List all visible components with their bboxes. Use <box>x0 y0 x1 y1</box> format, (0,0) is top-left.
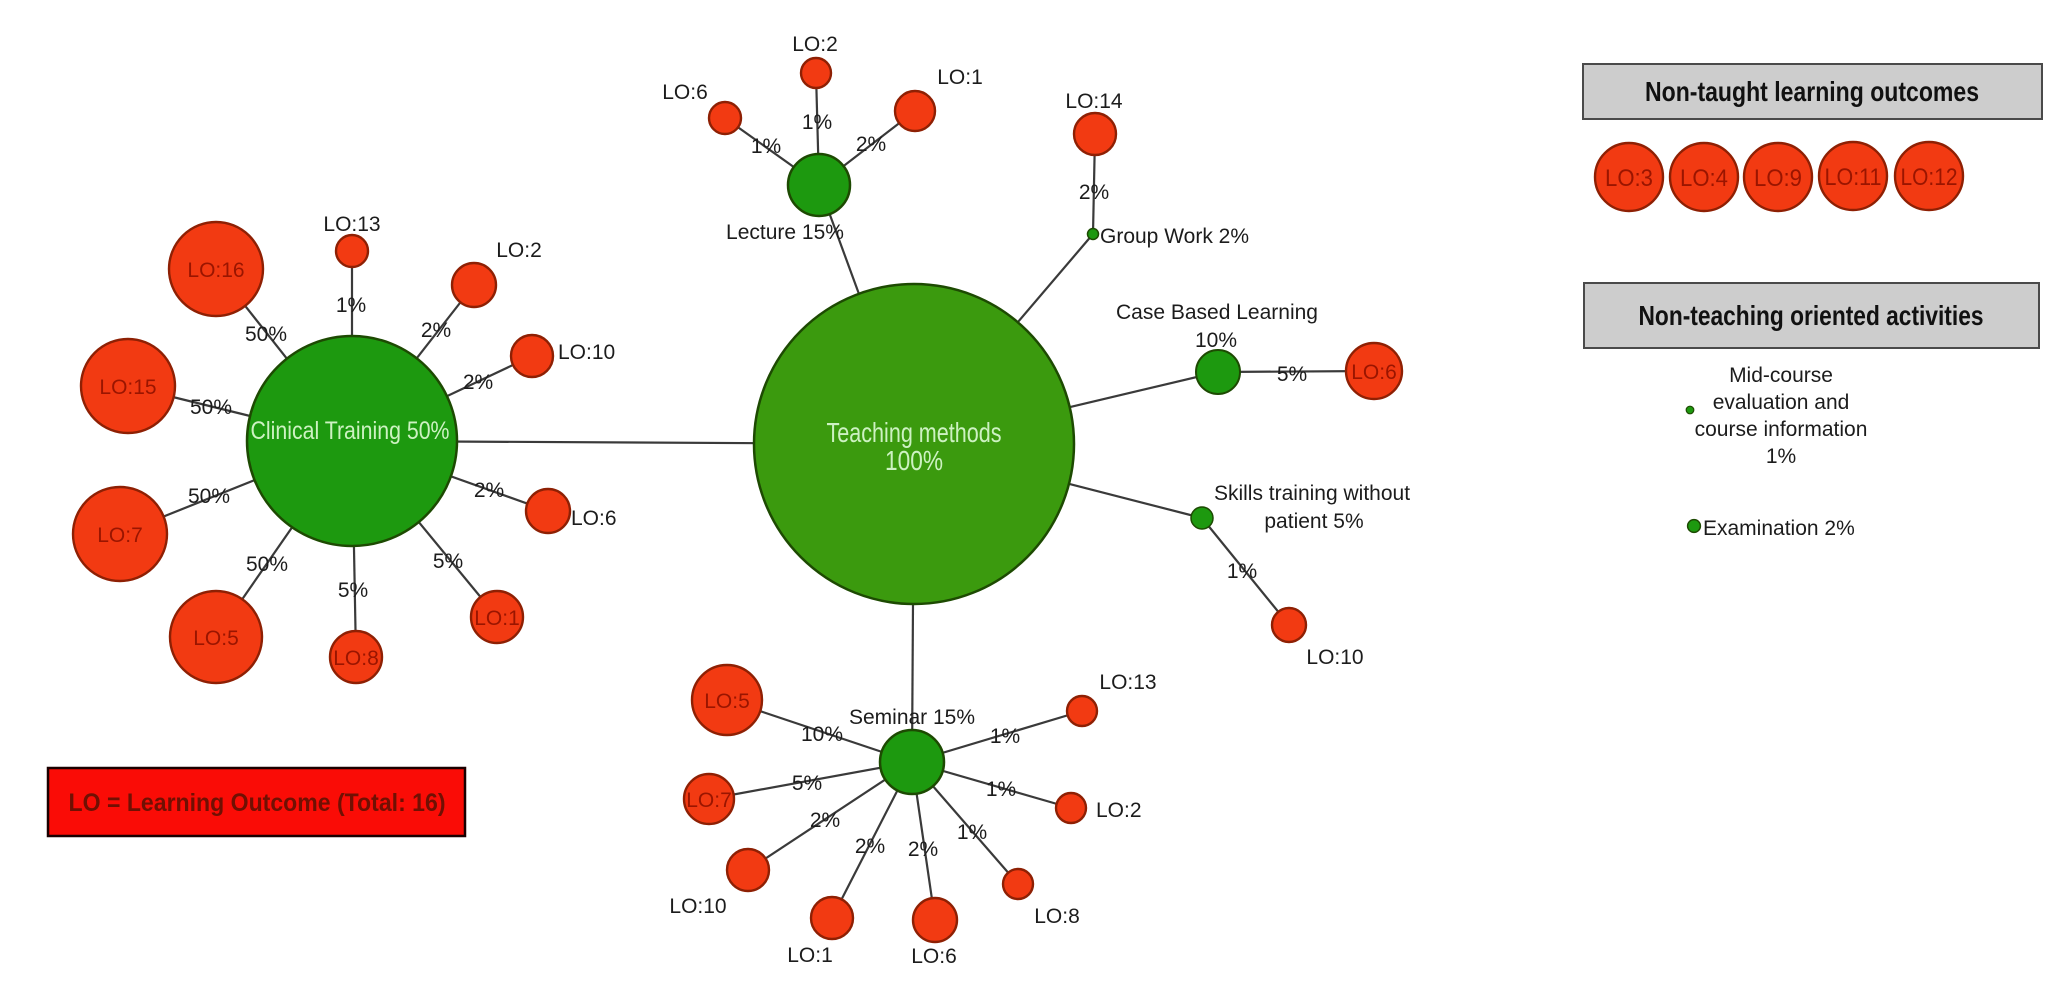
svg-text:LO:8: LO:8 <box>333 647 379 670</box>
svg-text:LO:10: LO:10 <box>558 341 615 364</box>
svg-text:1%: 1% <box>751 135 781 158</box>
svg-text:LO:16: LO:16 <box>187 259 244 282</box>
svg-text:LO:8: LO:8 <box>1034 905 1080 928</box>
svg-text:50%: 50% <box>246 553 288 576</box>
svg-text:2%: 2% <box>421 319 451 342</box>
svg-text:5%: 5% <box>433 550 463 573</box>
svg-text:50%: 50% <box>190 396 232 419</box>
svg-text:1%: 1% <box>336 294 366 317</box>
svg-text:2%: 2% <box>474 479 504 502</box>
svg-text:1%: 1% <box>990 725 1020 748</box>
svg-text:Seminar 15%: Seminar 15% <box>849 706 975 729</box>
svg-text:5%: 5% <box>1277 363 1307 386</box>
svg-text:Clinical Training 50%: Clinical Training 50% <box>251 417 450 445</box>
svg-text:LO:5: LO:5 <box>704 690 750 713</box>
svg-text:50%: 50% <box>245 323 287 346</box>
svg-text:2%: 2% <box>855 835 885 858</box>
svg-text:LO:6: LO:6 <box>571 507 617 530</box>
svg-text:Non-taught learning outcomes: Non-taught learning outcomes <box>1645 76 1979 107</box>
svg-text:10%: 10% <box>1195 329 1237 352</box>
svg-text:1%: 1% <box>1227 560 1257 583</box>
svg-text:10%: 10% <box>801 723 843 746</box>
svg-text:Mid-course: Mid-course <box>1729 364 1833 387</box>
svg-text:1%: 1% <box>957 821 987 844</box>
svg-text:evaluation and: evaluation and <box>1713 391 1850 414</box>
svg-text:LO:3: LO:3 <box>1605 165 1653 192</box>
svg-text:LO:2: LO:2 <box>792 33 838 56</box>
svg-text:LO:2: LO:2 <box>496 239 542 262</box>
svg-text:LO:7: LO:7 <box>686 789 732 812</box>
svg-text:2%: 2% <box>908 838 938 861</box>
svg-text:Non-teaching oriented activiti: Non-teaching oriented activities <box>1639 300 1984 331</box>
svg-text:LO:1: LO:1 <box>474 607 520 630</box>
svg-text:2%: 2% <box>856 133 886 156</box>
svg-text:2%: 2% <box>463 371 493 394</box>
svg-text:LO:10: LO:10 <box>1306 646 1363 669</box>
svg-text:Teaching methods: Teaching methods <box>827 417 1002 448</box>
svg-text:2%: 2% <box>810 809 840 832</box>
svg-text:LO:13: LO:13 <box>323 213 380 236</box>
svg-text:1%: 1% <box>986 778 1016 801</box>
svg-text:LO:4: LO:4 <box>1680 165 1728 192</box>
svg-text:LO = Learning Outcome (Total:: LO = Learning Outcome (Total: 16) <box>69 789 446 817</box>
svg-text:1%: 1% <box>1766 445 1796 468</box>
svg-text:Group Work 2%: Group Work 2% <box>1100 225 1249 248</box>
svg-text:1%: 1% <box>802 111 832 134</box>
svg-text:LO:7: LO:7 <box>97 524 143 547</box>
svg-text:LO:1: LO:1 <box>787 944 833 967</box>
svg-text:LO:2: LO:2 <box>1096 799 1142 822</box>
svg-text:LO:6: LO:6 <box>911 945 957 968</box>
svg-text:LO:13: LO:13 <box>1099 671 1156 694</box>
svg-text:LO:6: LO:6 <box>1351 361 1397 384</box>
svg-text:LO:12: LO:12 <box>1901 164 1958 191</box>
svg-text:5%: 5% <box>792 772 822 795</box>
svg-text:50%: 50% <box>188 485 230 508</box>
svg-text:100%: 100% <box>885 445 943 476</box>
svg-text:LO:10: LO:10 <box>669 895 726 918</box>
svg-text:LO:11: LO:11 <box>1825 164 1882 191</box>
svg-text:Lecture 15%: Lecture 15% <box>726 221 844 244</box>
svg-text:course information: course information <box>1695 418 1868 441</box>
svg-text:LO:15: LO:15 <box>99 376 156 399</box>
svg-text:LO:9: LO:9 <box>1754 165 1802 192</box>
svg-text:Examination 2%: Examination 2% <box>1703 517 1855 540</box>
svg-text:Skills training without: Skills training without <box>1214 482 1410 505</box>
svg-text:Case Based Learning: Case Based Learning <box>1116 301 1318 324</box>
svg-text:2%: 2% <box>1079 181 1109 204</box>
svg-text:LO:5: LO:5 <box>193 627 239 650</box>
svg-text:LO:1: LO:1 <box>937 66 983 89</box>
svg-text:LO:14: LO:14 <box>1065 90 1123 113</box>
svg-text:5%: 5% <box>338 579 368 602</box>
svg-text:patient 5%: patient 5% <box>1264 510 1363 533</box>
svg-text:LO:6: LO:6 <box>662 81 708 104</box>
